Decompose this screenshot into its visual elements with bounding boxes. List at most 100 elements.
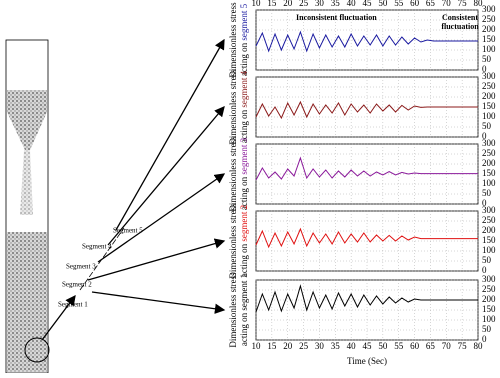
y-axis-label: Dimensionless stress	[228, 69, 238, 145]
x-tick-label: 75	[458, 0, 468, 8]
x-tick-label: 20	[283, 0, 293, 8]
annotation: Consistent fluctuation	[441, 13, 479, 31]
y-tick-label: 250	[482, 14, 496, 24]
y-tick-label: 300	[482, 138, 496, 148]
y-axis-label-part: acting on	[239, 42, 249, 76]
y-tick-label: 50	[482, 188, 492, 198]
y-tick-label: 100	[482, 44, 496, 54]
data-line	[255, 30, 478, 53]
y-axis-label-segment: segment 3	[239, 137, 249, 174]
x-tick-label: 25	[299, 0, 309, 8]
x-tick-label: 30	[315, 341, 325, 351]
segment-label: Segment 5	[113, 227, 143, 235]
x-tick-label: 60	[410, 0, 420, 8]
segment-label: Segment 3	[66, 263, 96, 271]
x-tick-label: 30	[315, 0, 325, 8]
x-tick-label: 80	[474, 341, 484, 351]
y-axis-label-part: acting on	[239, 312, 249, 346]
y-axis-label: Dimensionless stress	[228, 136, 238, 212]
y-tick-label: 0	[482, 265, 487, 275]
y-tick-label: 300	[482, 205, 496, 215]
y-tick-label: 250	[482, 215, 496, 225]
y-tick-label: 300	[482, 71, 496, 81]
data-line	[255, 100, 478, 120]
x-tick-label: 50	[378, 341, 388, 351]
y-tick-label: 250	[482, 148, 496, 158]
y-tick-label: 100	[482, 111, 496, 121]
y-tick-label: 50	[482, 54, 492, 64]
x-tick-label: 15	[267, 0, 277, 8]
y-axis-label-segment: segment 5	[239, 3, 249, 40]
y-axis-label-segment: segment 2	[239, 205, 249, 242]
y-tick-label: 200	[482, 24, 496, 34]
x-tick-label: 35	[331, 0, 341, 8]
x-tick-label: 10	[252, 341, 262, 351]
y-tick-label: 250	[482, 81, 496, 91]
y-tick-label: 0	[482, 198, 487, 208]
x-tick-label: 50	[378, 0, 388, 8]
y-tick-label: 200	[482, 294, 496, 304]
y-tick-label: 300	[482, 274, 496, 284]
x-tick-label: 60	[410, 341, 420, 351]
arrow	[107, 106, 225, 246]
segment-label: Segment 2	[62, 281, 92, 289]
y-axis-label: Dimensionless stress	[228, 203, 238, 279]
x-axis-label: Time (Sec)	[347, 356, 387, 366]
y-tick-label: 0	[482, 64, 487, 74]
x-tick-label: 25	[299, 341, 309, 351]
y-axis-label: acting on segment 5	[239, 3, 249, 76]
x-tick-label: 70	[442, 341, 452, 351]
y-tick-label: 50	[482, 324, 492, 334]
x-tick-label: 45	[363, 341, 373, 351]
y-tick-label: 300	[482, 4, 496, 14]
y-tick-label: 100	[482, 314, 496, 324]
y-tick-label: 0	[482, 131, 487, 141]
segment-label: Segment 1	[58, 301, 88, 309]
x-tick-label: 55	[394, 341, 404, 351]
x-tick-label: 15	[267, 341, 277, 351]
y-axis-label: acting on segment 1	[239, 274, 249, 346]
x-tick-label: 70	[442, 0, 452, 8]
silo	[5, 39, 125, 374]
x-tick-label: 75	[458, 341, 468, 351]
data-line	[255, 156, 478, 181]
segment-label: Segment 4	[82, 243, 112, 251]
y-axis-label: acting on segment 3	[239, 137, 249, 210]
arrow	[91, 291, 226, 314]
x-tick-label: 20	[283, 341, 293, 351]
y-tick-label: 100	[482, 245, 496, 255]
x-tick-label: 55	[394, 0, 404, 8]
y-tick-label: 0	[482, 334, 487, 344]
x-tick-label: 45	[363, 0, 373, 8]
y-tick-label: 50	[482, 121, 492, 131]
y-tick-label: 100	[482, 178, 496, 188]
y-tick-label: 150	[482, 34, 496, 44]
x-tick-label: 10	[252, 0, 262, 8]
y-tick-label: 150	[482, 235, 496, 245]
y-tick-label: 150	[482, 304, 496, 314]
arrows	[87, 38, 226, 314]
x-tick-label: 35	[331, 341, 341, 351]
x-tick-label: 65	[426, 341, 436, 351]
x-tick-label: 65	[426, 0, 436, 8]
y-tick-label: 150	[482, 168, 496, 178]
y-tick-label: 200	[482, 158, 496, 168]
y-axis-label: acting on segment 4	[239, 70, 249, 143]
y-axis-label: Dimensionless stress	[228, 272, 238, 348]
y-axis-label: acting on segment 2	[239, 205, 249, 277]
x-tick-label: 40	[347, 0, 357, 8]
data-line	[255, 284, 478, 313]
y-axis-label-part: acting on	[239, 176, 249, 210]
arrow	[115, 38, 225, 231]
y-axis-label-segment: segment 1	[239, 274, 249, 311]
x-tick-label: 80	[474, 0, 484, 8]
y-axis-label: Dimensionless stress	[228, 2, 238, 78]
arrow	[97, 173, 226, 263]
y-tick-label: 250	[482, 284, 496, 294]
x-tick-label: 40	[347, 341, 357, 351]
y-tick-label: 200	[482, 91, 496, 101]
y-tick-label: 200	[482, 225, 496, 235]
y-axis-label-segment: segment 4	[239, 70, 249, 107]
